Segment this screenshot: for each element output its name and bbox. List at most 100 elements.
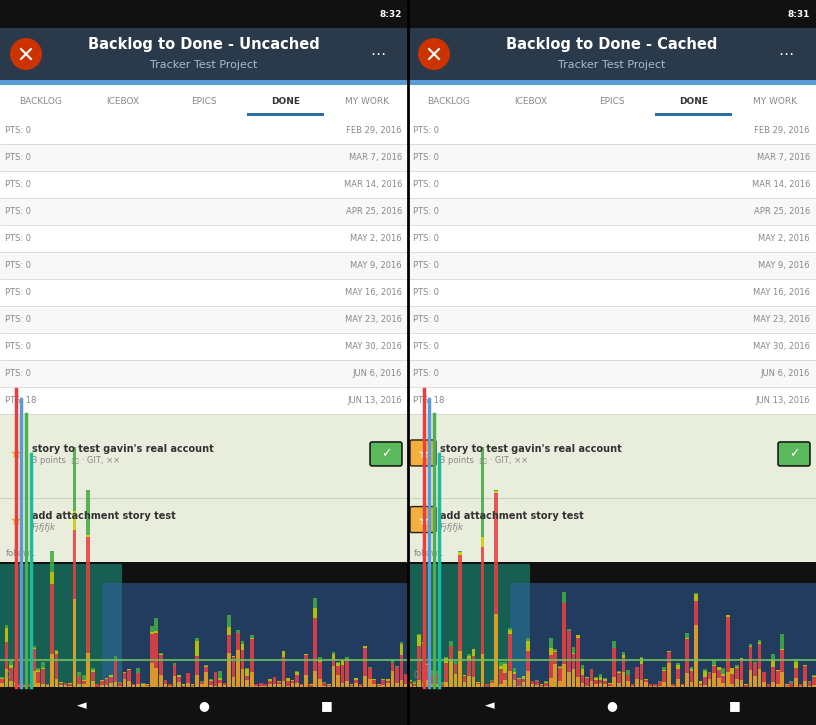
Bar bbox=[354, 683, 358, 687]
Bar bbox=[622, 655, 625, 658]
Bar bbox=[803, 681, 807, 687]
Bar bbox=[391, 663, 394, 671]
Bar bbox=[789, 681, 793, 683]
Bar bbox=[490, 684, 494, 687]
Text: story to test gavin's real account: story to test gavin's real account bbox=[32, 444, 214, 454]
Bar bbox=[626, 675, 630, 682]
Bar bbox=[336, 663, 339, 666]
Bar bbox=[318, 657, 322, 661]
Bar bbox=[481, 547, 485, 654]
Bar bbox=[472, 656, 476, 677]
Bar bbox=[594, 679, 598, 684]
Text: ⋯: ⋯ bbox=[370, 46, 386, 62]
Bar bbox=[209, 679, 213, 681]
Bar bbox=[227, 616, 231, 626]
Bar bbox=[78, 684, 81, 687]
Bar bbox=[567, 672, 570, 687]
Bar bbox=[608, 686, 611, 687]
Bar bbox=[159, 654, 162, 655]
Bar bbox=[232, 657, 235, 677]
Bar bbox=[685, 639, 689, 674]
Bar bbox=[0, 414, 408, 562]
Bar bbox=[576, 635, 580, 639]
Text: Tracker Test Project: Tracker Test Project bbox=[558, 60, 666, 70]
Bar bbox=[32, 671, 36, 687]
Bar bbox=[716, 667, 721, 670]
Text: add attachment story test: add attachment story test bbox=[440, 510, 583, 521]
Text: MAR 14, 2016: MAR 14, 2016 bbox=[752, 180, 810, 189]
Bar bbox=[521, 682, 526, 687]
Bar bbox=[163, 684, 167, 687]
Bar bbox=[86, 653, 90, 687]
Bar bbox=[55, 654, 58, 679]
Text: ★: ★ bbox=[417, 513, 429, 528]
Bar bbox=[377, 684, 380, 686]
Bar bbox=[331, 666, 335, 687]
Bar bbox=[214, 672, 217, 686]
Bar bbox=[603, 684, 607, 687]
Bar bbox=[372, 684, 376, 687]
Bar bbox=[250, 635, 254, 637]
Text: PTS: 0: PTS: 0 bbox=[5, 315, 31, 324]
Text: BACKLOG: BACKLOG bbox=[428, 96, 470, 106]
Bar bbox=[707, 673, 712, 679]
Bar bbox=[663, 682, 666, 687]
Bar bbox=[803, 665, 807, 666]
Bar bbox=[400, 680, 403, 687]
Bar bbox=[304, 675, 308, 687]
Bar bbox=[223, 683, 226, 684]
Bar bbox=[282, 651, 286, 657]
Bar bbox=[408, 225, 816, 252]
Text: Fjfjfjk: Fjfjfjk bbox=[32, 523, 56, 532]
Bar bbox=[494, 493, 498, 614]
Bar bbox=[241, 669, 245, 687]
Bar bbox=[417, 679, 421, 687]
Bar bbox=[472, 649, 476, 656]
Bar bbox=[510, 583, 816, 687]
Bar bbox=[508, 629, 512, 630]
Circle shape bbox=[418, 38, 450, 70]
Bar bbox=[703, 668, 707, 671]
Bar bbox=[594, 684, 598, 687]
Bar bbox=[340, 661, 344, 666]
Text: story to test gavin's real account: story to test gavin's real account bbox=[440, 444, 622, 454]
Bar bbox=[698, 684, 703, 685]
Bar bbox=[408, 117, 816, 144]
Bar bbox=[426, 665, 430, 679]
Bar bbox=[408, 333, 816, 360]
Bar bbox=[0, 80, 408, 85]
Bar bbox=[780, 650, 784, 672]
Bar bbox=[780, 634, 784, 650]
Text: PTS: 0: PTS: 0 bbox=[5, 369, 31, 378]
Text: MAY 30, 2016: MAY 30, 2016 bbox=[753, 342, 810, 351]
Bar bbox=[0, 144, 408, 171]
Bar bbox=[644, 682, 648, 687]
Bar bbox=[236, 650, 240, 687]
Bar bbox=[340, 683, 344, 687]
Bar bbox=[426, 663, 430, 665]
Bar bbox=[345, 681, 348, 687]
Bar bbox=[354, 679, 358, 683]
Bar bbox=[667, 652, 671, 663]
Text: PTS: 0: PTS: 0 bbox=[413, 261, 439, 270]
Bar bbox=[658, 681, 662, 682]
Bar bbox=[241, 650, 245, 669]
Bar bbox=[468, 654, 471, 655]
Bar bbox=[685, 674, 689, 687]
Bar bbox=[46, 685, 49, 687]
Bar bbox=[771, 654, 775, 660]
Bar bbox=[685, 633, 689, 638]
Bar bbox=[408, 414, 816, 562]
Bar bbox=[50, 654, 54, 687]
FancyBboxPatch shape bbox=[370, 442, 402, 466]
Bar bbox=[512, 672, 517, 674]
Bar bbox=[698, 685, 703, 687]
Bar bbox=[259, 683, 263, 687]
Bar bbox=[521, 676, 526, 679]
Text: PTS: 18: PTS: 18 bbox=[413, 396, 445, 405]
Bar bbox=[173, 666, 176, 676]
Bar bbox=[481, 654, 485, 687]
Bar bbox=[681, 684, 684, 685]
Bar bbox=[553, 649, 557, 651]
Bar bbox=[440, 684, 444, 687]
